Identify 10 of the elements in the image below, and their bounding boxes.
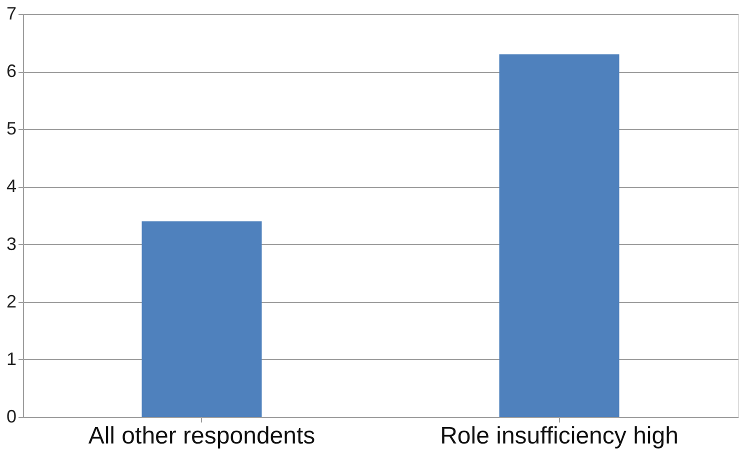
- x-tick-label: Role insufficiency high: [440, 422, 678, 450]
- y-tick-label: 5: [6, 118, 16, 139]
- y-tick-label: 7: [6, 4, 16, 24]
- y-tick-label: 0: [6, 406, 16, 426]
- y-tick-label: 6: [6, 61, 16, 82]
- y-tick-label: 2: [6, 291, 16, 312]
- y-tick-label: 1: [6, 348, 16, 369]
- x-tick-label: All other respondents: [88, 422, 316, 450]
- y-tick-label: 4: [6, 176, 16, 196]
- y-tick-label: 3: [6, 234, 16, 254]
